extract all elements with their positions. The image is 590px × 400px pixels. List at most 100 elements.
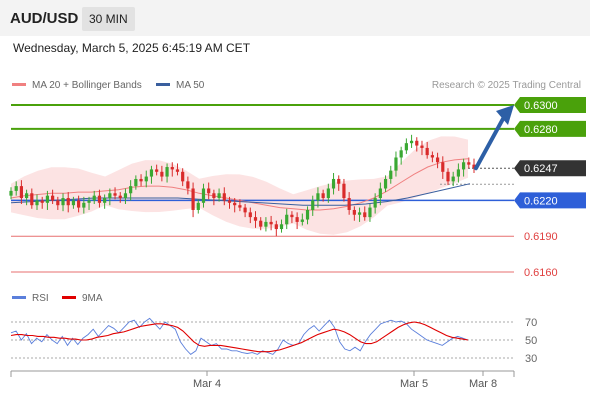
candle-body xyxy=(290,214,294,218)
candle xyxy=(248,207,252,224)
candle xyxy=(373,193,377,214)
candle-body xyxy=(92,195,96,201)
candle xyxy=(342,178,346,202)
rsi-ma-label: 9MA xyxy=(82,293,103,304)
candle xyxy=(404,138,408,154)
candle-body xyxy=(45,195,50,203)
candle xyxy=(300,213,304,226)
candle-body xyxy=(108,193,112,199)
candle-body xyxy=(264,221,268,227)
candle xyxy=(451,171,455,187)
candle-body xyxy=(326,188,330,199)
candle-body xyxy=(342,183,346,199)
candle-body xyxy=(253,217,258,221)
bollinger-band xyxy=(11,136,468,235)
level-label-support[interactable]: 0.6190 xyxy=(524,231,558,243)
candle xyxy=(165,163,169,183)
candle xyxy=(82,196,86,214)
header-bar: AUD/USD 30 MIN xyxy=(0,0,590,36)
candle xyxy=(186,176,190,195)
candle xyxy=(435,152,440,169)
candle xyxy=(129,180,133,201)
rsi-tick: 30 xyxy=(525,353,537,365)
candle xyxy=(347,192,351,215)
candle xyxy=(233,198,237,213)
candle xyxy=(19,180,24,205)
candle xyxy=(222,187,226,206)
candle xyxy=(201,183,206,208)
candle xyxy=(87,196,91,210)
candle-body xyxy=(181,171,185,182)
level-label-last[interactable]: 0.6247 xyxy=(514,160,586,177)
forecast-arrow-shaft xyxy=(474,115,506,171)
candle xyxy=(430,151,434,163)
candle-body xyxy=(446,171,450,182)
level-value: 0.6160 xyxy=(524,267,558,279)
candle xyxy=(9,187,13,200)
candle-body xyxy=(61,198,65,206)
candle xyxy=(269,215,273,231)
candle xyxy=(363,206,367,221)
candle xyxy=(357,207,362,222)
candle-body xyxy=(155,169,159,172)
candle-body xyxy=(305,209,310,220)
candle xyxy=(66,192,70,213)
candle xyxy=(97,189,102,208)
candle-body xyxy=(191,188,195,210)
level-label-pivot[interactable]: 0.6220 xyxy=(514,192,586,209)
candle-body xyxy=(233,202,237,206)
level-label-resistance[interactable]: 0.6280 xyxy=(514,120,586,137)
level-label-support[interactable]: 0.6160 xyxy=(524,267,558,279)
candle xyxy=(51,189,55,205)
candle xyxy=(160,165,164,182)
ma50-swatch xyxy=(156,82,170,86)
candle-body xyxy=(321,193,325,199)
candle-body xyxy=(347,198,351,210)
candle-body xyxy=(40,200,44,203)
candle xyxy=(61,193,65,212)
candle-body xyxy=(383,178,388,189)
candle xyxy=(415,137,419,152)
level-tag xyxy=(514,120,586,137)
candle xyxy=(425,141,429,159)
candle-body xyxy=(14,186,18,191)
level-tag xyxy=(514,97,586,113)
candle-body xyxy=(285,214,289,225)
candle-body xyxy=(311,200,315,210)
candle xyxy=(467,157,471,169)
candle xyxy=(181,168,185,187)
candle xyxy=(139,174,143,187)
level-value: 0.6190 xyxy=(524,231,558,243)
candle-body xyxy=(238,205,242,208)
candle xyxy=(170,162,174,177)
candle xyxy=(134,175,138,190)
candle xyxy=(337,175,341,191)
candle-body xyxy=(404,143,408,151)
candle-body xyxy=(461,162,466,170)
level-label-resistance[interactable]: 0.6300 xyxy=(514,97,586,113)
candle xyxy=(118,192,122,203)
candle xyxy=(212,189,216,206)
symbol-title: AUD/USD xyxy=(10,10,79,27)
candle xyxy=(77,195,81,213)
candle xyxy=(45,190,50,210)
candle-body xyxy=(373,198,377,208)
ma50-line xyxy=(10,183,471,206)
candle-body xyxy=(77,200,81,208)
candle xyxy=(326,183,330,203)
candle-body xyxy=(118,195,122,199)
credit-text: Research © 2025 Trading Central xyxy=(431,80,581,91)
candle-body xyxy=(144,176,148,182)
ma20-label: MA 20 + Bollinger Bands xyxy=(32,80,142,91)
ma20-swatch xyxy=(12,82,26,86)
candle-body xyxy=(378,188,382,199)
candle xyxy=(56,196,60,210)
candle xyxy=(217,188,221,202)
candle-body xyxy=(129,186,133,194)
candle-body xyxy=(51,195,55,201)
candle xyxy=(243,204,247,218)
candle-body xyxy=(259,220,263,227)
timeframe-button[interactable]: 30 MIN xyxy=(82,7,135,31)
candle-body xyxy=(56,200,60,206)
